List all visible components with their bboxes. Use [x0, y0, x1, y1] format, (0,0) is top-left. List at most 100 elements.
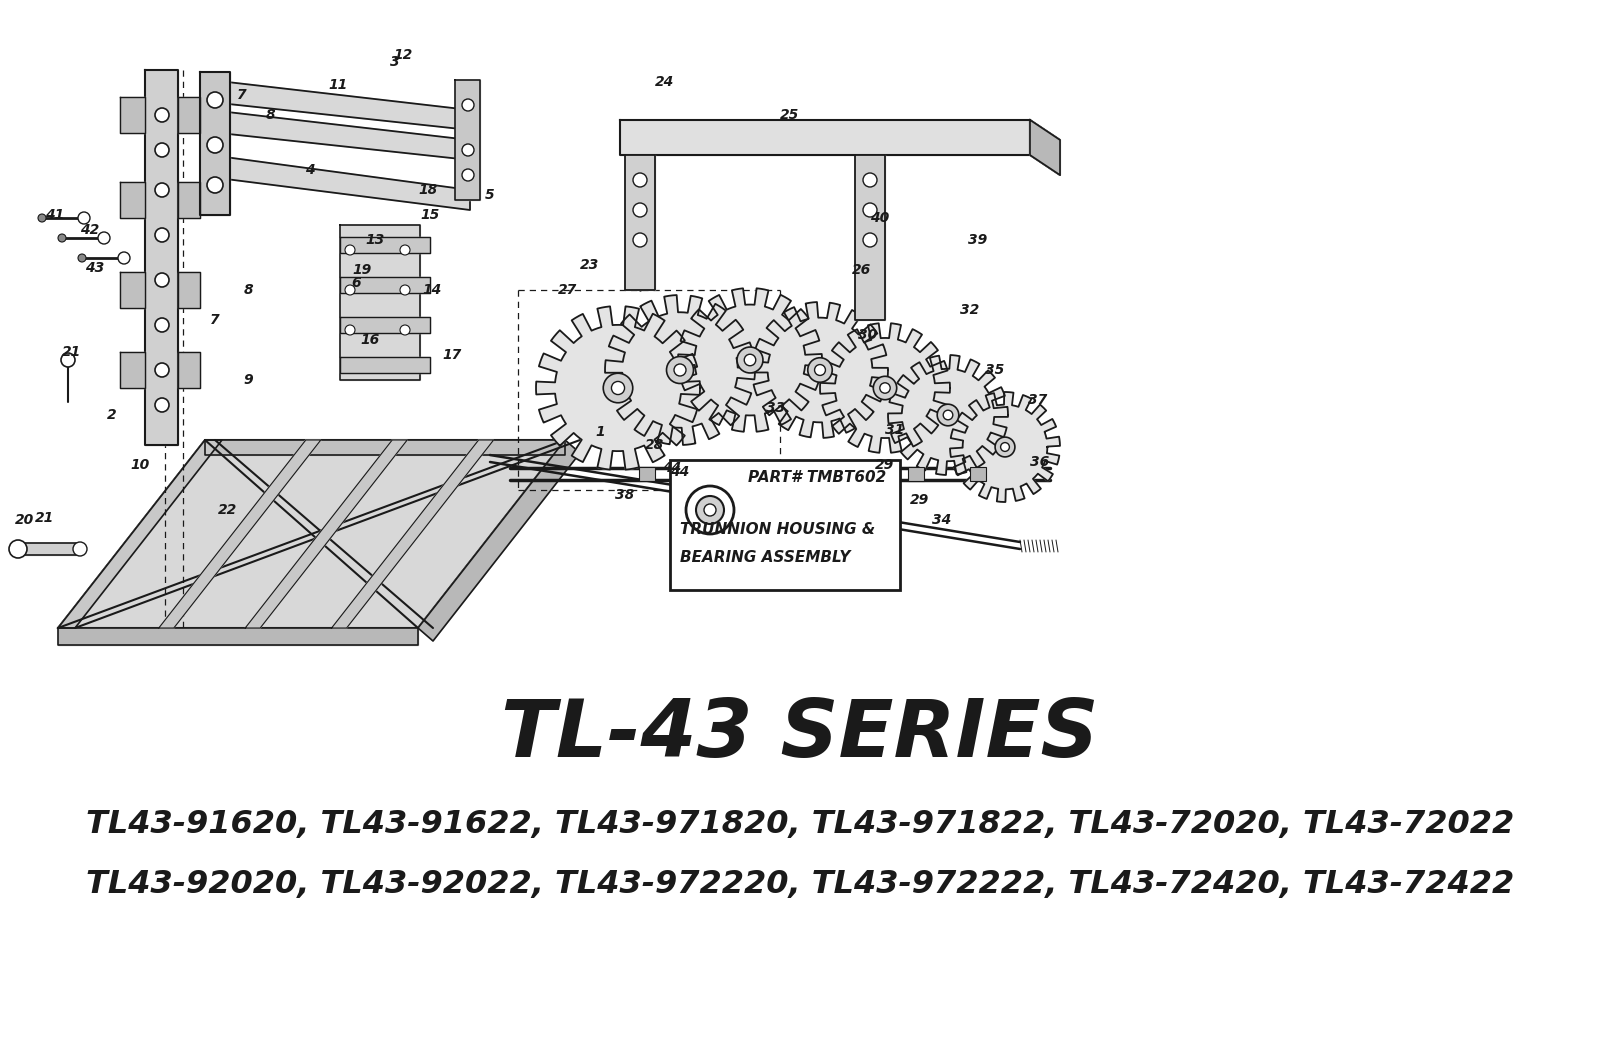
Circle shape [686, 486, 734, 535]
Text: 21: 21 [35, 511, 54, 525]
Text: 1: 1 [595, 425, 605, 439]
Circle shape [400, 245, 410, 255]
Text: 44: 44 [662, 461, 682, 475]
Circle shape [462, 169, 474, 181]
Polygon shape [58, 628, 418, 645]
Text: TL43-91620, TL43-91622, TL43-971820, TL43-971822, TL43-72020, TL43-72022: TL43-91620, TL43-91622, TL43-971820, TL4… [86, 810, 1514, 841]
Text: 18: 18 [418, 183, 438, 197]
Text: 41: 41 [45, 208, 64, 222]
Polygon shape [752, 302, 888, 438]
Circle shape [74, 542, 86, 556]
Circle shape [808, 358, 832, 382]
Circle shape [814, 365, 826, 376]
Text: 27: 27 [558, 283, 578, 297]
Bar [909, 467, 925, 481]
Text: 2: 2 [107, 408, 117, 422]
Polygon shape [18, 543, 80, 555]
Polygon shape [950, 392, 1059, 502]
Polygon shape [146, 70, 178, 445]
Circle shape [10, 540, 27, 558]
Text: 38: 38 [616, 488, 635, 502]
Text: TRUNNION HOUSING &: TRUNNION HOUSING & [680, 523, 875, 538]
Polygon shape [58, 440, 565, 628]
Text: 12: 12 [394, 48, 413, 62]
Circle shape [862, 233, 877, 247]
Text: 21: 21 [62, 345, 82, 359]
Text: BEARING ASSEMBLY: BEARING ASSEMBLY [680, 550, 850, 566]
Polygon shape [178, 97, 200, 133]
Polygon shape [1030, 120, 1059, 175]
Circle shape [634, 203, 646, 217]
Text: 42: 42 [80, 223, 99, 237]
Polygon shape [120, 272, 146, 308]
Bar [842, 467, 858, 481]
Circle shape [738, 347, 763, 373]
Text: 6: 6 [350, 276, 362, 290]
Circle shape [462, 144, 474, 156]
Polygon shape [210, 155, 470, 210]
Text: 26: 26 [853, 263, 872, 277]
Circle shape [938, 404, 958, 426]
Circle shape [874, 377, 896, 400]
Circle shape [78, 212, 90, 224]
Polygon shape [605, 295, 755, 445]
Polygon shape [621, 120, 1030, 155]
Polygon shape [210, 79, 470, 130]
Text: 44: 44 [670, 465, 690, 479]
Circle shape [155, 108, 170, 122]
Circle shape [744, 355, 755, 366]
Polygon shape [58, 440, 222, 628]
Text: TL43-92020, TL43-92022, TL43-972220, TL43-972222, TL43-72420, TL43-72422: TL43-92020, TL43-92022, TL43-972220, TL4… [86, 869, 1514, 901]
Text: 40: 40 [870, 211, 890, 225]
Text: 29: 29 [910, 493, 930, 507]
Polygon shape [200, 72, 230, 215]
Text: 23: 23 [581, 258, 600, 272]
Circle shape [155, 318, 170, 332]
Circle shape [400, 285, 410, 295]
Circle shape [346, 245, 355, 255]
Polygon shape [854, 155, 885, 320]
Text: 29: 29 [875, 458, 894, 472]
Text: 3: 3 [390, 55, 400, 69]
Circle shape [155, 143, 170, 157]
Text: 22: 22 [218, 503, 238, 517]
Text: 11: 11 [328, 78, 347, 92]
Polygon shape [210, 110, 470, 160]
Polygon shape [331, 440, 493, 628]
Polygon shape [418, 440, 579, 641]
Circle shape [78, 254, 86, 262]
Circle shape [98, 232, 110, 244]
Text: 15: 15 [421, 208, 440, 222]
Circle shape [704, 504, 717, 516]
Text: 8: 8 [243, 283, 253, 297]
Circle shape [462, 99, 474, 111]
Circle shape [38, 214, 46, 222]
Circle shape [603, 373, 632, 403]
Text: 43: 43 [85, 262, 104, 275]
Text: 24: 24 [656, 75, 675, 89]
Text: 14: 14 [422, 283, 442, 297]
Circle shape [155, 363, 170, 377]
Polygon shape [178, 182, 200, 218]
Circle shape [206, 177, 222, 194]
Text: 16: 16 [360, 333, 379, 347]
Polygon shape [454, 79, 480, 200]
Polygon shape [536, 306, 701, 470]
Polygon shape [120, 353, 146, 388]
Text: 17: 17 [442, 348, 462, 362]
Text: 13: 13 [365, 233, 384, 247]
Polygon shape [821, 323, 950, 453]
Text: 39: 39 [968, 233, 987, 247]
Polygon shape [626, 155, 654, 290]
Polygon shape [158, 440, 320, 628]
Circle shape [58, 234, 66, 242]
Polygon shape [888, 355, 1008, 475]
Polygon shape [120, 182, 146, 218]
Circle shape [61, 353, 75, 367]
Text: 25: 25 [781, 108, 800, 122]
Text: 34: 34 [933, 513, 952, 527]
Polygon shape [339, 237, 430, 253]
Circle shape [634, 233, 646, 247]
Text: 20: 20 [16, 513, 35, 527]
Text: 4: 4 [306, 163, 315, 177]
